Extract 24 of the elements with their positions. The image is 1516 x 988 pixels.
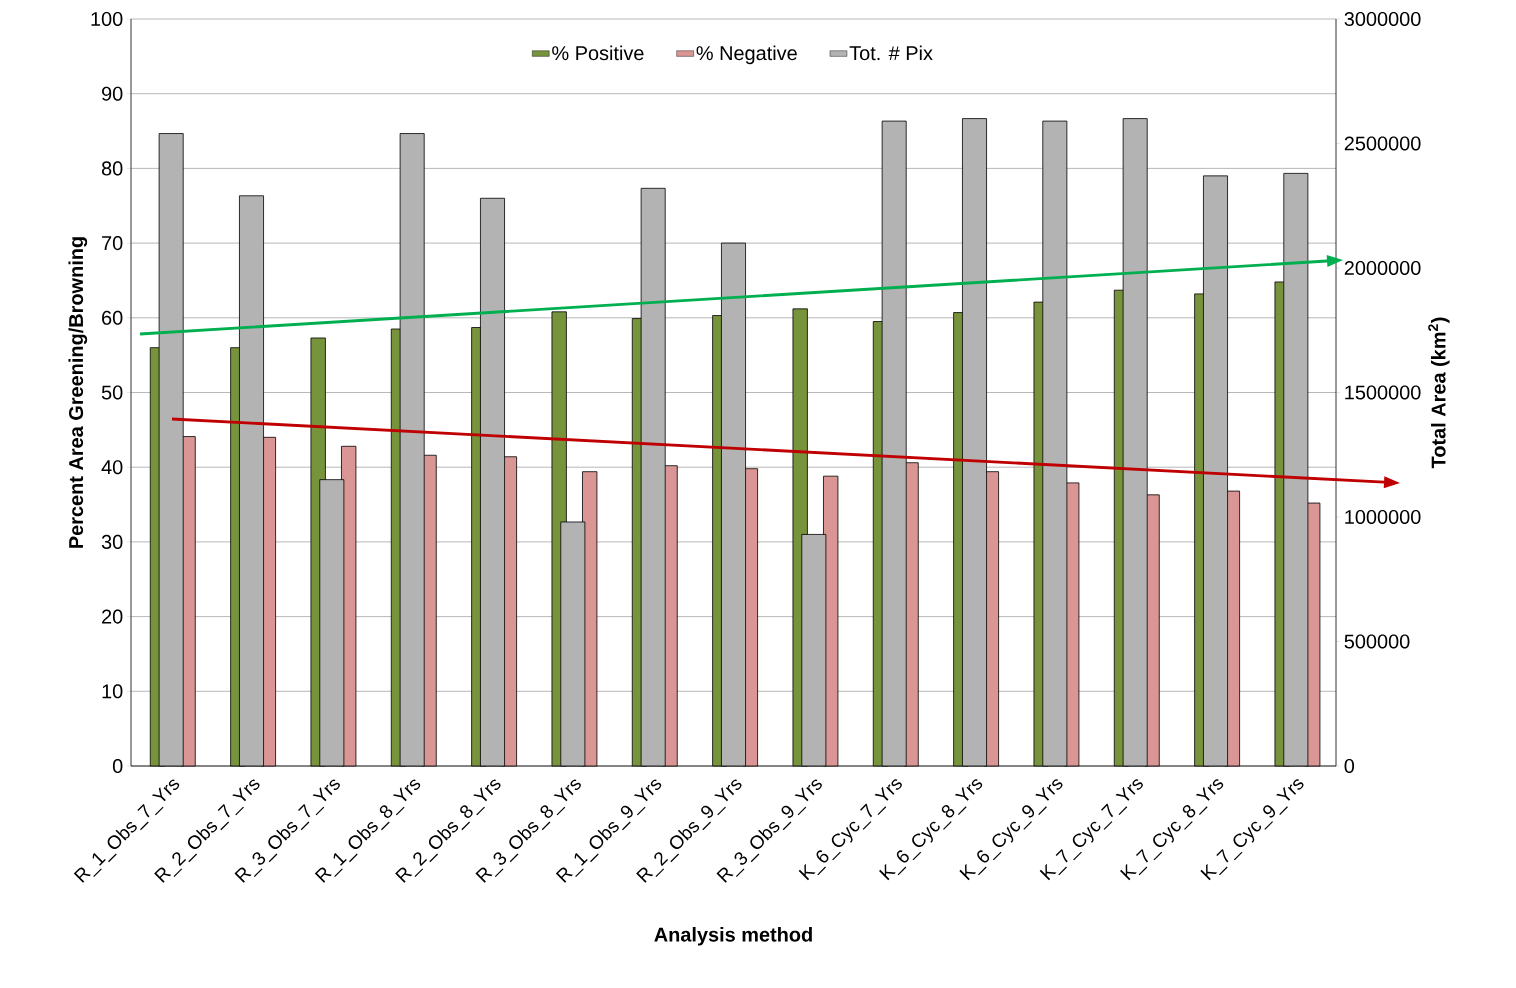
x-axis-title: Analysis method [654,927,812,946]
y-tick-label: 40 [101,460,123,475]
y-tick-label: 50 [101,385,123,400]
y2-tick-label: 2500000 [1344,136,1421,151]
y2-tick-label: 3000000 [1344,11,1421,27]
y2-tick-label: 500000 [1344,634,1410,649]
y-tick-label: 60 [102,310,123,325]
y-tick-label: 20 [102,609,123,624]
y-tick-label: 100 [91,11,123,27]
y-axis-title: Percent Area Greening/Browning [68,237,88,548]
legend-label: Tot. # Pix [849,45,933,61]
legend-label: % Negative [696,45,797,65]
y-tick-label: 80 [101,161,123,176]
y2-tick-label: 1000000 [1345,509,1421,525]
y2-tick-label: 0 [1344,758,1355,774]
y-tick-label: 70 [102,236,123,251]
y-tick-label: 0 [112,758,123,774]
y2-tick-label: 1500000 [1345,385,1421,400]
y2-tick-label: 2000000 [1344,260,1421,276]
legend-label: % Positive [552,45,644,61]
y-tick-label: 90 [102,86,123,101]
y-tick-label: 10 [102,684,123,699]
y-tick-label: 30 [101,534,123,549]
y2-axis-title: Total Area (km$^{2}$) [1428,317,1450,469]
